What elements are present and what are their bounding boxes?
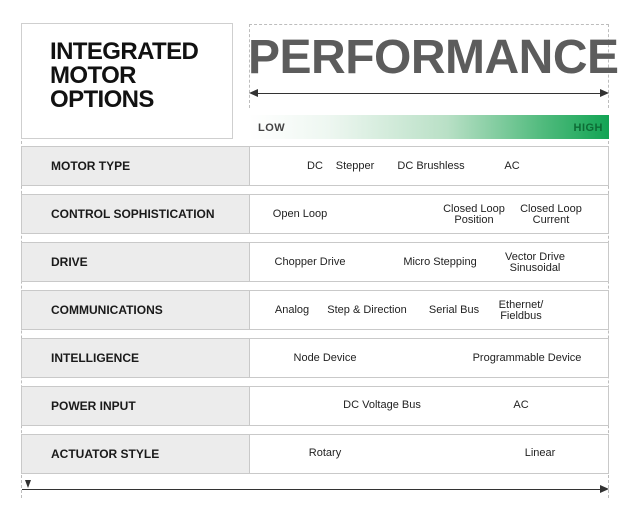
option-dc-brushless: DC Brushless xyxy=(397,160,465,172)
arrow-left-icon xyxy=(249,89,258,97)
option-node-device: Node Device xyxy=(293,352,357,364)
option-dc-voltage-bus: DC Voltage Bus xyxy=(343,399,421,411)
option-ethernet-fieldbus: Ethernet/Fieldbus xyxy=(498,299,544,322)
option-micro-stepping: Micro Stepping xyxy=(403,256,477,268)
performance-gradient-bar: LOW HIGH xyxy=(249,115,609,139)
arrow-right-icon xyxy=(600,485,609,493)
option-programmable-device: Programmable Device xyxy=(472,352,582,364)
option-serial-bus: Serial Bus xyxy=(428,304,480,316)
high-label: HIGH xyxy=(573,122,603,134)
row-actuator-style: ACTUATOR STYLE Rotary Linear xyxy=(21,434,609,474)
row-drive: DRIVE Chopper Drive Micro Stepping Vecto… xyxy=(21,242,609,282)
option-analog: Analog xyxy=(274,304,310,316)
row-control-sophistication: CONTROL SOPHISTICATION Open Loop Closed … xyxy=(21,194,609,234)
option-vector-drive-sinusoidal: Vector Drive Sinusoidal xyxy=(505,251,565,274)
option-closed-loop-position: Closed Loop Position xyxy=(443,203,505,226)
arrow-right-icon xyxy=(600,89,609,97)
diagram-title: INTEGRATED MOTOR OPTIONS xyxy=(50,38,199,113)
performance-title: PERFORMANCE xyxy=(248,31,619,84)
row-label: INTELLIGENCE xyxy=(22,339,250,377)
performance-dashed-right xyxy=(608,24,609,108)
option-ac: AC xyxy=(513,399,529,411)
row-label: DRIVE xyxy=(22,243,250,281)
row-label: ACTUATOR STYLE xyxy=(22,435,250,473)
title-line-3: OPTIONS xyxy=(50,86,154,113)
option-open-loop: Open Loop xyxy=(272,208,328,220)
row-label: POWER INPUT xyxy=(22,387,250,425)
row-label: MOTOR TYPE xyxy=(22,147,250,185)
option-stepper: Stepper xyxy=(335,160,375,172)
option-ac: AC xyxy=(504,160,520,172)
row-motor-type: MOTOR TYPE DC Stepper DC Brushless AC xyxy=(21,146,609,186)
row-intelligence: INTELLIGENCE Node Device Programmable De… xyxy=(21,338,609,378)
low-label: LOW xyxy=(258,122,286,134)
bottom-arrow-line xyxy=(22,489,602,490)
performance-dashed-top xyxy=(249,24,609,25)
row-label: COMMUNICATIONS xyxy=(22,291,250,329)
row-power-input: POWER INPUT DC Voltage Bus AC xyxy=(21,386,609,426)
option-step-direction: Step & Direction xyxy=(327,304,407,316)
option-dc: DC xyxy=(307,160,323,172)
performance-arrow-line xyxy=(252,93,604,94)
title-box: INTEGRATED MOTOR OPTIONS xyxy=(21,23,233,139)
option-rotary: Rotary xyxy=(308,447,342,459)
title-line-1: INTEGRATED xyxy=(50,38,199,65)
title-line-2: MOTOR xyxy=(50,62,136,89)
performance-dashed-left xyxy=(249,24,250,108)
option-linear: Linear xyxy=(524,447,556,459)
option-closed-loop-current: Closed Loop Current xyxy=(520,203,582,226)
row-label: CONTROL SOPHISTICATION xyxy=(22,195,250,233)
option-chopper-drive: Chopper Drive xyxy=(274,256,346,268)
arrow-down-icon xyxy=(25,480,31,488)
row-communications: COMMUNICATIONS Analog Step & Direction S… xyxy=(21,290,609,330)
